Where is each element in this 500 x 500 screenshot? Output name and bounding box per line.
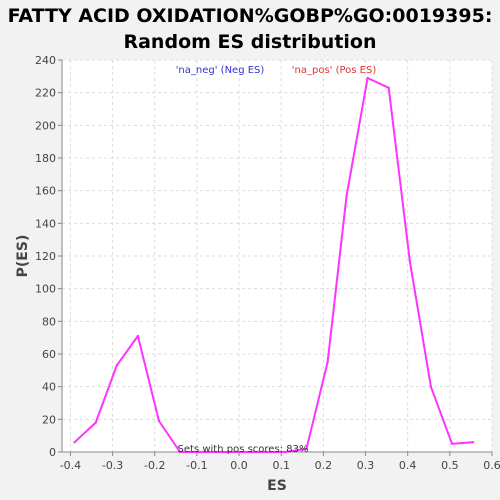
es-data-point xyxy=(450,442,454,446)
es-data-point xyxy=(429,385,433,388)
es-data-point xyxy=(242,450,245,454)
legend-entry-neg: 'na_neg' (Neg ES) xyxy=(176,65,265,76)
es-data-point xyxy=(408,259,411,263)
y-tick-label: 40 xyxy=(42,381,56,394)
y-tick-label: 100 xyxy=(35,283,56,296)
es-series-line xyxy=(73,77,474,453)
y-tick-label: 220 xyxy=(35,87,56,100)
es-data-point xyxy=(94,421,97,424)
x-tick-label: 0.6 xyxy=(483,459,500,472)
es-data-point xyxy=(220,450,224,454)
x-tick-label: 0.2 xyxy=(315,459,333,472)
x-tick-label: 0.5 xyxy=(441,459,459,472)
x-tick-label: -0.2 xyxy=(144,459,165,472)
y-tick-label: 240 xyxy=(35,54,56,67)
y-axis-label: P(ES) xyxy=(15,235,31,278)
chart-title-line-2: Random ES distribution xyxy=(123,31,376,53)
es-data-point xyxy=(115,364,119,367)
es-data-point xyxy=(199,450,203,454)
x-axis-label: ES xyxy=(267,478,287,494)
x-tick-label: 0.1 xyxy=(272,459,290,472)
y-tick-label: 60 xyxy=(42,348,56,361)
es-data-point xyxy=(178,450,182,454)
x-tick-label: 0.3 xyxy=(357,459,375,472)
x-tick-label: 0.0 xyxy=(230,459,248,472)
y-tick-label: 200 xyxy=(35,119,56,132)
es-data-point xyxy=(387,86,390,89)
es-data-point xyxy=(136,334,140,338)
es-data-point xyxy=(366,76,369,80)
y-tick-label: 20 xyxy=(42,413,56,426)
es-data-point xyxy=(471,441,475,444)
es-data-point xyxy=(305,447,308,450)
grid-layer xyxy=(62,59,493,452)
y-tick-label: 160 xyxy=(35,185,56,198)
x-tick-label: -0.4 xyxy=(60,459,81,472)
es-data-point xyxy=(326,360,329,364)
x-tick-label: -0.3 xyxy=(102,459,123,472)
chart-title-line-1: FATTY ACID OXIDATION%GOBP%GO:0019395: xyxy=(8,5,493,27)
y-tick-label: 80 xyxy=(42,315,56,328)
x-tick-label: -0.1 xyxy=(186,459,207,472)
x-tick-label: 0.4 xyxy=(399,459,417,472)
plot-area xyxy=(62,60,492,452)
es-data-point xyxy=(345,194,348,197)
legend-entry-pos: 'na_pos' (Pos ES) xyxy=(292,65,377,76)
es-data-point xyxy=(284,450,287,454)
es-data-point xyxy=(73,441,76,444)
es-data-point xyxy=(157,419,161,423)
series-layer xyxy=(73,76,475,454)
y-tick-label: 120 xyxy=(35,250,56,263)
y-tick-label: 0 xyxy=(49,446,56,459)
pos-scores-annotation: Sets with pos scores: 83% xyxy=(178,444,309,455)
es-data-point xyxy=(263,450,266,454)
y-tick-label: 140 xyxy=(35,217,56,230)
y-tick-label: 180 xyxy=(35,152,56,165)
